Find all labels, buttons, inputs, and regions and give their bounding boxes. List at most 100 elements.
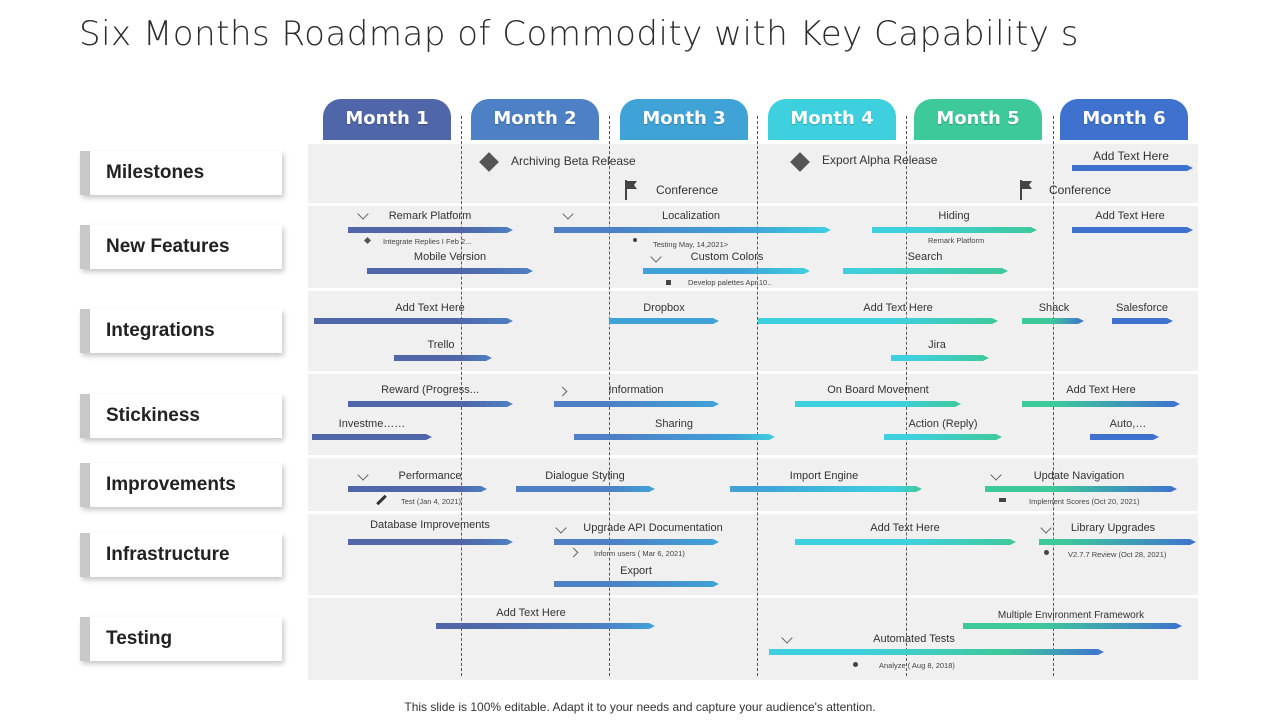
task-bar bbox=[1039, 539, 1196, 545]
task-label: Database Improvements bbox=[370, 519, 490, 531]
task-bar bbox=[314, 318, 513, 324]
task-label: Mobile Version bbox=[413, 251, 487, 263]
row-label-stickiness: Stickiness bbox=[80, 394, 282, 438]
task-bar bbox=[1022, 318, 1084, 324]
task-label: Add Text Here bbox=[395, 302, 465, 314]
task-label: Jira bbox=[928, 339, 946, 351]
task-bar bbox=[609, 318, 719, 324]
task-bar bbox=[1112, 318, 1173, 324]
milestone-conference-2: Conference bbox=[1049, 183, 1112, 197]
month-1-tab: Month 1 bbox=[323, 99, 451, 140]
task-bar bbox=[312, 434, 432, 440]
row-band-infrastructure bbox=[308, 514, 1198, 595]
month-divider bbox=[906, 116, 907, 676]
task-sublabel: Analyze ( Aug 8, 2018) bbox=[879, 661, 955, 670]
task-bar bbox=[843, 268, 1008, 274]
month-divider bbox=[461, 116, 462, 676]
milestone-add-text: Add Text Here bbox=[1093, 149, 1169, 163]
row-label-testing: Testing bbox=[80, 617, 282, 661]
flag-icon-banner bbox=[627, 181, 637, 189]
row-band-stickiness bbox=[308, 374, 1198, 455]
bullet-icon bbox=[999, 498, 1006, 502]
task-sublabel: Integrate Replies I Feb 2... bbox=[383, 237, 472, 246]
task-bar bbox=[758, 318, 998, 324]
task-label: Export bbox=[620, 565, 652, 577]
task-bar bbox=[1072, 165, 1193, 171]
task-sublabel: Testing May, 14,2021> bbox=[653, 240, 729, 249]
task-label: Remark Platform bbox=[388, 210, 472, 222]
task-label: Reward (Progress... bbox=[381, 384, 479, 396]
month-3-tab: Month 3 bbox=[620, 99, 748, 140]
bullet-icon bbox=[1044, 550, 1049, 555]
task-bar bbox=[769, 649, 1104, 655]
task-label: Add Text Here bbox=[1066, 384, 1136, 396]
task-sublabel: Test (Jan 4, 2021) bbox=[401, 497, 462, 506]
task-bar bbox=[436, 623, 655, 629]
month-divider bbox=[757, 116, 758, 676]
task-sublabel: V2.7.7 Review (Oct 28, 2021) bbox=[1068, 550, 1167, 559]
task-label: Action (Reply) bbox=[908, 418, 978, 430]
task-label: Localization bbox=[661, 210, 721, 222]
task-bar bbox=[1090, 434, 1159, 440]
bullet-icon bbox=[633, 238, 637, 242]
row-label-new-features: New Features bbox=[80, 225, 282, 269]
task-label: Dialogue Styling bbox=[545, 470, 625, 482]
month-divider bbox=[609, 116, 610, 676]
task-label: Salesforce bbox=[1116, 302, 1168, 314]
task-label: Sharing bbox=[655, 418, 693, 430]
task-bar bbox=[348, 486, 487, 492]
task-label: Import Engine bbox=[789, 470, 859, 482]
task-bar bbox=[554, 539, 719, 545]
task-bar bbox=[367, 268, 533, 274]
flag-icon bbox=[625, 180, 627, 200]
task-bar bbox=[554, 227, 831, 233]
row-label-milestones: Milestones bbox=[80, 151, 282, 195]
bullet-icon bbox=[666, 280, 671, 285]
row-label-improvements: Improvements bbox=[80, 463, 282, 507]
task-label: Investme…… bbox=[338, 418, 406, 430]
task-label: Library Upgrades bbox=[1070, 522, 1156, 534]
task-label: Add Text Here bbox=[863, 302, 933, 314]
task-label: Add Text Here bbox=[1095, 210, 1165, 222]
milestone-export-alpha: Export Alpha Release bbox=[822, 153, 938, 167]
row-label-integrations: Integrations bbox=[80, 309, 282, 353]
row-band-new-features bbox=[308, 206, 1198, 288]
task-bar bbox=[554, 581, 719, 587]
milestone-archiving: Archiving Beta Release bbox=[511, 154, 636, 168]
task-bar bbox=[348, 227, 513, 233]
task-label: Search bbox=[907, 251, 943, 263]
task-sublabel: Develop palettes Apr,10.. bbox=[688, 278, 772, 287]
task-label: Add Text Here bbox=[870, 522, 940, 534]
flag-icon-banner bbox=[1022, 181, 1032, 189]
page-title: Six Months Roadmap of Commodity with Key… bbox=[79, 14, 1079, 54]
task-bar bbox=[348, 401, 513, 407]
task-bar bbox=[1022, 401, 1180, 407]
task-bar bbox=[963, 623, 1182, 629]
task-label: Hiding bbox=[938, 210, 970, 222]
task-label: Upgrade API Documentation bbox=[583, 522, 723, 534]
month-divider bbox=[1053, 116, 1054, 676]
task-label: Add Text Here bbox=[496, 607, 566, 619]
task-label: Trello bbox=[427, 339, 455, 351]
footer-note: This slide is 100% editable. Adapt it to… bbox=[404, 700, 876, 714]
task-bar bbox=[394, 355, 492, 361]
month-4-tab: Month 4 bbox=[768, 99, 896, 140]
task-bar bbox=[884, 434, 1002, 440]
task-label: Automated Tests bbox=[873, 633, 955, 645]
task-label: Update Navigation bbox=[1033, 470, 1125, 482]
task-bar bbox=[516, 486, 655, 492]
task-sublabel: Remark Platform bbox=[928, 236, 985, 245]
row-band-testing bbox=[308, 598, 1198, 680]
task-label: On Board Movement bbox=[827, 384, 929, 396]
milestone-conference-1: Conference bbox=[656, 183, 719, 197]
task-label: Dropbox bbox=[643, 302, 685, 314]
bullet-icon bbox=[853, 662, 858, 667]
month-2-tab: Month 2 bbox=[471, 99, 599, 140]
task-label: Shack bbox=[1038, 302, 1070, 314]
task-bar bbox=[795, 539, 1016, 545]
task-bar bbox=[872, 227, 1037, 233]
task-bar bbox=[643, 268, 810, 274]
task-bar bbox=[554, 401, 719, 407]
task-label: Information bbox=[608, 384, 664, 396]
task-bar bbox=[985, 486, 1177, 492]
